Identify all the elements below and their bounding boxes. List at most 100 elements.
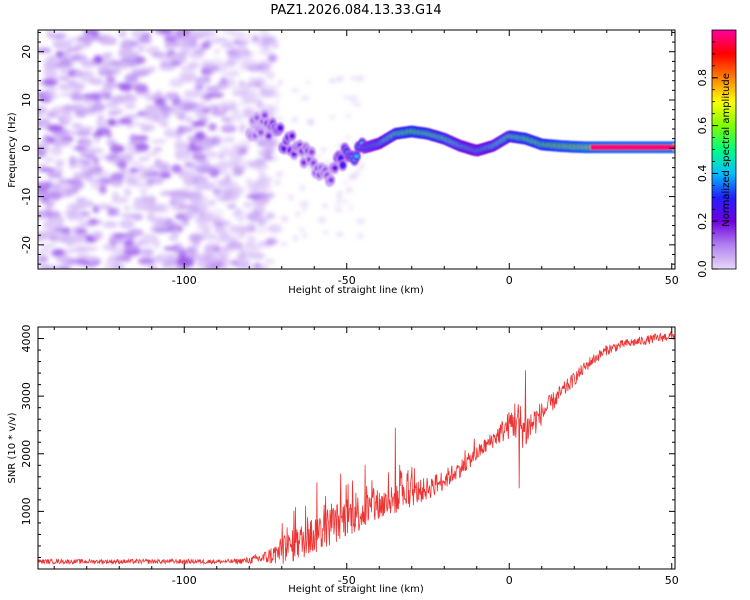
colorbar-gradient (712, 30, 736, 269)
noise-blob (60, 44, 75, 52)
noise-blob (208, 123, 217, 131)
x-tick-label: -50 (338, 574, 356, 587)
noise-blob (334, 207, 343, 213)
noise-blob (353, 95, 358, 100)
noise-blob (252, 218, 270, 223)
noise-blob (231, 101, 237, 108)
noise-blob (103, 81, 119, 89)
noise-blob (109, 144, 125, 154)
noise-blob (203, 64, 220, 73)
noise-blob (163, 190, 170, 196)
noise-blob (66, 202, 80, 212)
noise-blob (61, 248, 77, 254)
ridge-core (309, 150, 314, 155)
noise-blob (186, 245, 195, 254)
noise-blob (117, 49, 131, 58)
noise-blob (264, 186, 272, 190)
noise-blob (245, 194, 259, 199)
ridge-core (266, 134, 271, 138)
y-tick-label: 10 (20, 93, 33, 107)
noise-blob (42, 78, 59, 87)
x-tick-label: -100 (172, 274, 197, 287)
noise-blob (82, 246, 98, 251)
noise-blob (232, 258, 250, 268)
noise-blob (208, 38, 221, 45)
noise-blob (129, 133, 138, 144)
y-tick-label: 0 (20, 145, 33, 152)
noise-blob (140, 248, 155, 257)
noise-blob (174, 151, 191, 161)
noise-blob (199, 141, 209, 148)
noise-blob (76, 216, 84, 222)
noise-blob (128, 122, 145, 127)
noise-blob (264, 164, 269, 171)
noise-blob (145, 95, 155, 101)
noise-blob (299, 184, 305, 192)
noise-blob (129, 167, 139, 173)
noise-blob (107, 110, 118, 116)
snr-frame (37, 326, 676, 570)
noise-blob (155, 52, 173, 61)
noise-blob (163, 92, 178, 101)
noise-blob (234, 208, 243, 214)
noise-blob (205, 232, 216, 242)
noise-blob (117, 30, 127, 38)
x-tick-label: -100 (172, 574, 197, 587)
noise-blob (136, 241, 152, 246)
noise-blob (146, 212, 156, 219)
x-tick-label: -50 (338, 274, 356, 287)
noise-blob (137, 36, 152, 44)
noise-blob (356, 102, 361, 107)
noise-blob (316, 153, 321, 159)
noise-blob (231, 188, 237, 193)
noise-blob (117, 236, 125, 245)
noise-blob (271, 41, 279, 49)
noise-blob (236, 40, 247, 49)
ridge-core (332, 166, 338, 171)
noise-blob (132, 182, 149, 187)
noise-blob (196, 159, 211, 164)
noise-blob (191, 200, 200, 206)
noise-blob (195, 164, 212, 174)
noise-blob (193, 49, 205, 54)
ridge-core (254, 115, 260, 120)
noise-blob (66, 79, 77, 86)
noise-blob (89, 179, 104, 184)
noise-blob (212, 188, 221, 195)
noise-blob (255, 228, 267, 235)
noise-blob (251, 204, 266, 215)
noise-blob (209, 111, 227, 117)
noise-blob (157, 252, 165, 261)
noise-blob (154, 158, 162, 165)
ridge-flat-segment (590, 144, 675, 150)
noise-blob (357, 233, 363, 240)
noise-blob (207, 257, 222, 264)
snr-ticks: -100 -50 0 50 1000 2000 3000 4000 (20, 325, 679, 587)
noise-blob (222, 30, 236, 34)
colorbar-tick-label: 0.8 (696, 69, 709, 87)
noise-blob (248, 92, 264, 100)
noise-blob (243, 143, 251, 149)
noise-blob (235, 101, 248, 106)
noise-blob (71, 123, 83, 129)
noise-blob (69, 181, 86, 188)
noise-blob (245, 86, 250, 91)
noise-blob (209, 136, 219, 144)
noise-blob (47, 215, 65, 225)
noise-blob (119, 84, 133, 92)
noise-blob (84, 105, 97, 115)
noise-blob (187, 61, 200, 69)
noise-blob (152, 238, 161, 249)
noise-blob (177, 125, 185, 135)
noise-blob (137, 44, 145, 53)
noise-blob (46, 124, 64, 132)
noise-blob (341, 200, 349, 203)
noise-blob (246, 235, 256, 241)
noise-blob (336, 195, 342, 202)
noise-blob (274, 155, 278, 162)
noise-blob (307, 119, 314, 126)
noise-blob (231, 143, 242, 153)
noise-blob (199, 196, 209, 201)
noise-blob (146, 177, 155, 185)
spectrogram-frame (37, 29, 676, 270)
